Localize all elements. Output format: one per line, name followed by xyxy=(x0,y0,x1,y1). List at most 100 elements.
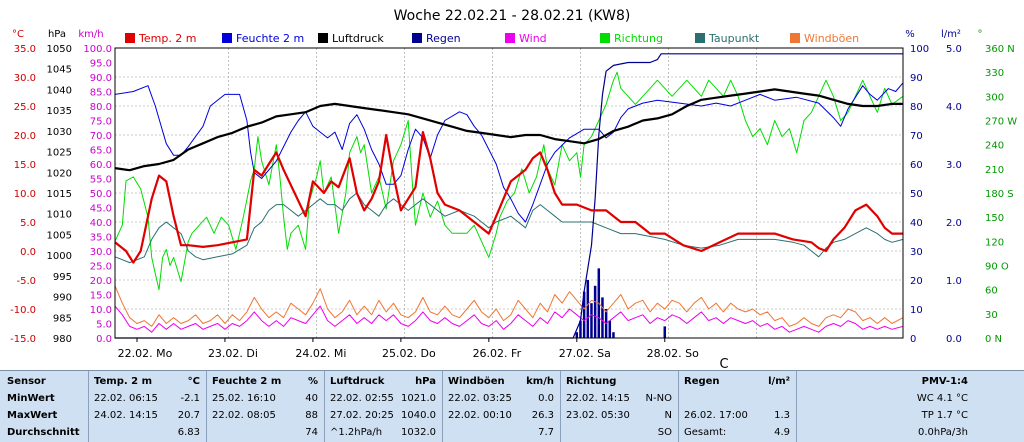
tick-dir: 300 xyxy=(985,92,1004,103)
tick-dir: 30 xyxy=(985,310,998,321)
tick-hpa: 1045 xyxy=(47,65,72,76)
regen-max-time: 26.02. 17:00 xyxy=(684,410,748,421)
legend-swatch-regen xyxy=(412,33,422,43)
richtung-avg: SO xyxy=(657,427,672,438)
pmv-windchill: WC 4.1 °C xyxy=(916,393,968,404)
tick-temp: -5.0 xyxy=(16,276,36,287)
series-lines xyxy=(114,53,904,339)
tick-dir: 0 N xyxy=(985,334,1002,345)
richtung-min: N-NO xyxy=(645,393,672,404)
legend-swatch-temp xyxy=(125,33,135,43)
day-label: 22.02. Mo xyxy=(118,347,173,360)
luftdruck-trend: ^1.2hPa/h xyxy=(330,427,383,438)
temp-min-time: 22.02. 06:15 xyxy=(94,393,158,404)
tick-hpa: 995 xyxy=(53,272,72,283)
tick-hpa: 1030 xyxy=(47,127,72,138)
chart-axes: °C hPa km/h% l/m² ° 35.0 30.0 25.0 20.0 15.0 10.0 5… xyxy=(10,29,1017,345)
tick-kmh: 5.0 xyxy=(96,320,112,331)
series-line-luftdruck xyxy=(114,88,903,172)
tick-hpa: 1010 xyxy=(47,210,72,221)
luftdruck-avg: 1032.0 xyxy=(401,427,436,438)
tick-pct: 40 xyxy=(910,218,923,229)
tick-temp: 35.0 xyxy=(14,44,36,55)
regen-unit: l/m² xyxy=(768,376,790,387)
legend-label-feuchte: Feuchte 2 m xyxy=(236,32,304,45)
tick-pct: 30 xyxy=(910,247,923,258)
pmv-druck: 0.0hPa/3h xyxy=(917,427,968,438)
tick-dir: 270 W xyxy=(985,117,1017,128)
legend-label-richtung: Richtung xyxy=(614,32,663,45)
tick-temp: -10.0 xyxy=(10,305,36,316)
tick-temp: 10.0 xyxy=(14,189,36,200)
tick-lm2: 2.0 xyxy=(946,218,962,229)
tick-hpa: 1025 xyxy=(47,148,72,159)
col-windboeen: Windböen km/h 22.02. 03:25 0.0 22.02. 00:1… xyxy=(448,373,554,441)
tick-kmh: 60.0 xyxy=(90,160,112,171)
feuchte-avg: 74 xyxy=(305,427,318,438)
col-sensor: Sensor MinWert MaxWert Durchschnitt xyxy=(7,373,85,441)
tick-hpa: 1050 xyxy=(47,44,72,55)
axis-unit-lm2: l/m² xyxy=(941,29,961,40)
feuchte-min-time: 25.02. 16:10 xyxy=(212,393,276,404)
luftdruck-min: 1021.0 xyxy=(401,393,436,404)
tick-dir: 240 xyxy=(985,141,1004,152)
pmv-header: PMV-1:4 xyxy=(921,376,968,387)
luftdruck-unit: hPa xyxy=(415,376,436,387)
legend-label-windboeen: Windböen xyxy=(804,32,859,45)
axis-unit-kmh: km/h xyxy=(78,29,103,40)
tick-dir: 210 xyxy=(985,165,1004,176)
weather-chart: Woche 22.02.21 - 28.02.21 (KW8) Temp. 2 … xyxy=(10,8,1017,370)
tick-pct: 50 xyxy=(910,189,923,200)
tick-lm2: 1.0 xyxy=(946,276,962,287)
col-luftdruck: Luftdruck hPa 22.02. 02:55 1021.0 27.02. 2… xyxy=(330,373,436,441)
day-label: 26.02. Fr xyxy=(473,347,522,360)
regen-total-label: Gesamt: xyxy=(684,427,727,438)
day-label: 24.02. Mi xyxy=(295,347,346,360)
tick-kmh: 70.0 xyxy=(90,131,112,142)
temp-header: Temp. 2 m xyxy=(94,376,152,387)
tick-lm2: 5.0 xyxy=(946,44,962,55)
feuchte-min: 40 xyxy=(305,393,318,404)
windboeen-min-time: 22.02. 03:25 xyxy=(448,393,512,404)
tick-pct: 80 xyxy=(910,102,923,113)
tick-temp: 15.0 xyxy=(14,160,36,171)
legend-swatch-windboeen xyxy=(790,33,800,43)
axis-unit-dir: ° xyxy=(978,29,983,40)
legend-swatch-luftdruck xyxy=(318,33,328,43)
tick-kmh: 85.0 xyxy=(90,88,112,99)
tick-pct: 0 xyxy=(910,334,916,345)
regen-header: Regen xyxy=(684,376,720,387)
tick-lm2: 4.0 xyxy=(946,102,962,113)
tick-hpa: 1040 xyxy=(47,85,72,96)
tick-dir: 150 xyxy=(985,213,1004,224)
legend-label-regen: Regen xyxy=(426,32,461,45)
windboeen-unit: km/h xyxy=(526,376,554,387)
axis-unit-pct: % xyxy=(905,29,915,40)
tick-hpa: 985 xyxy=(53,313,72,324)
day-label: 28.02. So xyxy=(647,347,699,360)
tick-kmh: 25.0 xyxy=(90,262,112,273)
day-label: 27.02. Sa xyxy=(559,347,611,360)
series-line-wind xyxy=(114,305,904,333)
tick-kmh: 65.0 xyxy=(90,146,112,157)
chart-title: Woche 22.02.21 - 28.02.21 (KW8) xyxy=(394,8,631,24)
tick-hpa: 1015 xyxy=(47,189,72,200)
tick-kmh: 35.0 xyxy=(90,233,112,244)
row-avg: Durchschnitt xyxy=(7,427,80,438)
luftdruck-header: Luftdruck xyxy=(330,376,385,387)
plot-frame xyxy=(114,47,904,339)
luftdruck-max-time: 27.02. 20:25 xyxy=(330,410,394,421)
feuchte-header: Feuchte 2 m xyxy=(212,376,282,387)
series-line-regen xyxy=(115,53,903,339)
rain-bars xyxy=(575,268,667,338)
tick-dir: 330 xyxy=(985,68,1004,79)
tick-kmh: 75.0 xyxy=(90,117,112,128)
day-label: 25.02. Do xyxy=(382,347,436,360)
feuchte-max-time: 22.02. 08:05 xyxy=(212,410,276,421)
richtung-header: Richtung xyxy=(566,376,617,387)
tick-pct: 100 xyxy=(910,44,929,55)
tick-kmh: 15.0 xyxy=(90,291,112,302)
tick-pct: 20 xyxy=(910,276,923,287)
legend-label-temp: Temp. 2 m xyxy=(138,32,197,45)
luftdruck-max: 1040.0 xyxy=(401,410,436,421)
